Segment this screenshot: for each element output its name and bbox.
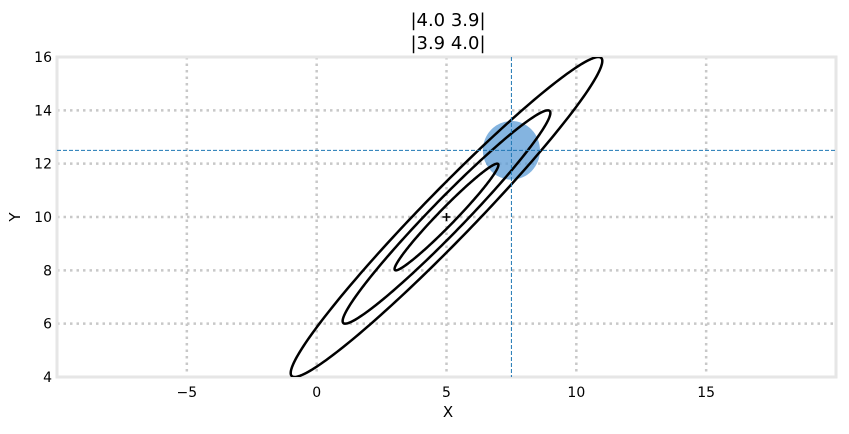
ticks: −5 0 5 10 15 4 6 8 10 12 14 16 [34, 50, 715, 401]
y-tick-label: 6 [43, 317, 52, 333]
y-tick-label: 4 [43, 370, 52, 386]
marks [57, 57, 836, 377]
x-tick-label: −5 [177, 385, 198, 401]
ellipse-3std [289, 57, 604, 377]
x-tick-label: 15 [697, 385, 715, 401]
title-line-2: |3.9 4.0| [410, 33, 485, 54]
y-tick-label: 12 [34, 157, 52, 173]
x-tick-label: 5 [442, 385, 451, 401]
y-tick-label: 10 [34, 210, 52, 226]
y-tick-label: 14 [34, 103, 52, 119]
x-tick-label: 10 [567, 385, 585, 401]
title-line-1: |4.0 3.9| [410, 10, 485, 31]
ellipse-2std [341, 109, 552, 325]
ellipse-1std [393, 162, 500, 272]
y-tick-label: 8 [43, 263, 52, 279]
plot-frame [55, 55, 838, 379]
y-tick-label: 16 [34, 50, 52, 66]
grid [57, 55, 836, 379]
x-tick-label: 0 [312, 385, 321, 401]
x-axis-label: X [443, 403, 453, 421]
y-axis-label: Y [6, 212, 24, 223]
